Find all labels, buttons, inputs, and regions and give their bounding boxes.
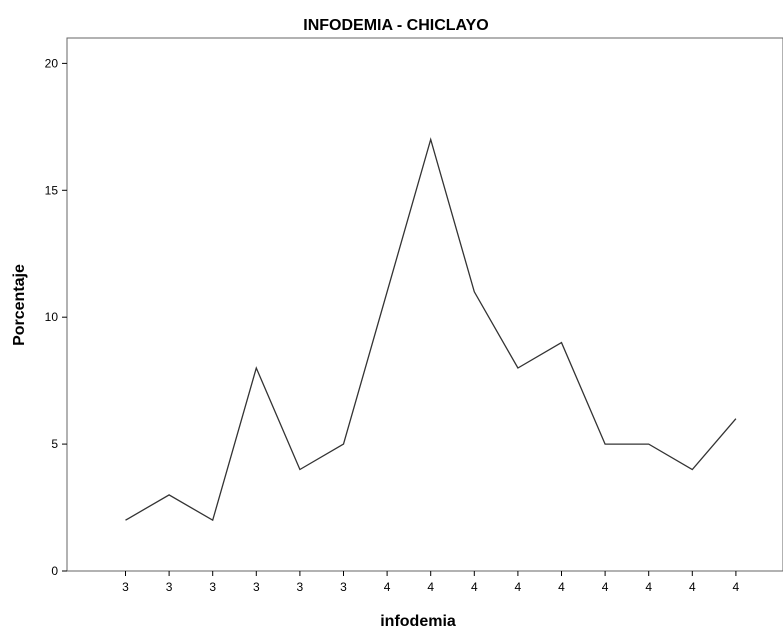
x-tick-label: 4	[471, 580, 478, 594]
plot-area-frame	[66, 37, 783, 572]
x-tick-label: 4	[645, 580, 652, 594]
x-axis: 3 3 3 3 3 3 4 4 4 4 4 4 4 4 4	[122, 571, 740, 594]
chart-title: INFODEMIA - CHICLAYO	[303, 17, 488, 34]
x-tick-label: 4	[515, 580, 522, 594]
x-tick-label: 4	[427, 580, 434, 594]
y-tick-label: 5	[51, 437, 58, 451]
y-tick-label: 0	[51, 564, 58, 578]
x-tick-label: 4	[602, 580, 609, 594]
x-tick-label: 4	[384, 580, 391, 594]
x-tick-label: 4	[733, 580, 740, 594]
x-tick-label: 4	[558, 580, 565, 594]
y-tick-label: 15	[45, 183, 59, 197]
x-tick-label: 3	[122, 580, 129, 594]
y-tick-label: 10	[45, 310, 59, 324]
x-tick-label: 3	[253, 580, 260, 594]
x-axis-label: infodemia	[380, 613, 456, 627]
x-tick-label: 3	[209, 580, 216, 594]
x-tick-label: 3	[166, 580, 173, 594]
series-line	[125, 137, 737, 522]
x-tick-label: 4	[689, 580, 696, 594]
y-tick-label: 20	[45, 56, 59, 70]
y-axis-label: Porcentaje	[11, 264, 28, 346]
y-axis: 0 5 10 15 20	[45, 56, 67, 578]
x-tick-label: 3	[340, 580, 347, 594]
x-tick-label: 3	[297, 580, 304, 594]
